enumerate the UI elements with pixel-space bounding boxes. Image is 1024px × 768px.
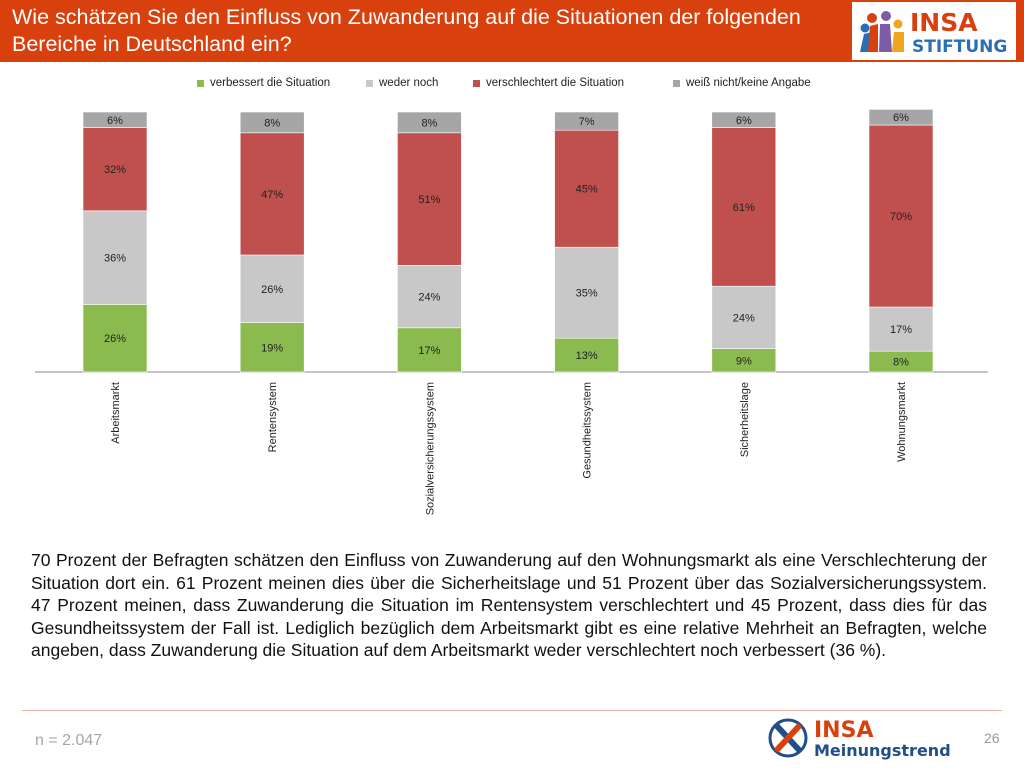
legend-item-verschlechtert: verschlechtert die Situation xyxy=(473,74,624,92)
data-label-verschlechtert: 61% xyxy=(733,202,755,214)
bar-segment-weder xyxy=(711,285,777,349)
category-label: Arbeitsmarkt xyxy=(110,382,122,444)
data-label-verbessert: 19% xyxy=(261,342,283,354)
bar-segment-verbessert xyxy=(397,327,462,373)
data-label-verschlechtert: 32% xyxy=(104,164,126,176)
insa-footer-logo-text: INSA xyxy=(814,718,873,743)
bar-segment-weiss-nicht xyxy=(554,111,619,131)
category-label: Sicherheitslage xyxy=(739,382,751,457)
data-label-verbessert: 13% xyxy=(576,350,598,362)
data-label-weiss-nicht: 6% xyxy=(893,112,909,124)
bar-segment-verschlechtert xyxy=(868,124,934,308)
bar-segment-weder xyxy=(239,254,305,323)
bar-segment-verschlechtert xyxy=(82,127,148,212)
legend-item-verbessert: verbessert die Situation xyxy=(197,74,330,92)
category-label: Sozialversicherungssystem xyxy=(424,382,436,515)
data-label-weiss-nicht: 6% xyxy=(107,115,123,127)
bar-segment-verbessert xyxy=(554,337,619,373)
bar-segment-verschlechtert xyxy=(239,132,305,256)
bar-segment-weiss-nicht xyxy=(868,109,934,126)
insa-meinungstrend-logo-graphic: INSA Meinungstrend xyxy=(768,718,951,760)
page-title: Wie schätzen Sie den Einfluss von Zuwand… xyxy=(12,5,801,56)
legend-swatch-weiss-nicht xyxy=(673,79,680,87)
sample-size: n = 2.047 xyxy=(35,732,103,749)
page-number: 26 xyxy=(984,730,1000,746)
legend-label-verbessert: verbessert die Situation xyxy=(210,77,331,89)
footer-divider xyxy=(22,710,1002,711)
data-label-weiss-nicht: 8% xyxy=(264,117,280,129)
legend-swatch-weder xyxy=(366,79,373,87)
stiftung-logo-text: STIFTUNG xyxy=(912,37,1007,57)
data-label-weiss-nicht: 6% xyxy=(736,115,752,127)
bar-segment-weder xyxy=(868,306,934,352)
bar-segment-verbessert xyxy=(239,322,305,373)
stacked-bar-chart: 26% 36% 32% 6% Arbeitsmarkt 19% 26% 47% 8% Renten… xyxy=(35,109,988,515)
data-label-weder: 17% xyxy=(890,324,912,336)
data-label-weder: 35% xyxy=(576,288,598,300)
legend-label-verschlechtert: verschlechtert die Situation xyxy=(486,77,625,89)
data-label-verbessert: 17% xyxy=(418,345,440,357)
legend-label-weiss-nicht: weiß nicht/keine Angabe xyxy=(686,77,811,89)
data-label-verbessert: 26% xyxy=(104,333,126,345)
legend-label-weder: weder noch xyxy=(379,77,439,89)
bar-segment-weiss-nicht xyxy=(239,111,305,134)
bar-segment-verschlechtert xyxy=(397,132,462,266)
bar-segment-weder xyxy=(397,265,462,329)
meinungstrend-logo-text: Meinungstrend xyxy=(814,741,951,760)
data-label-verschlechtert: 70% xyxy=(890,211,912,223)
data-label-verbessert: 8% xyxy=(893,357,909,369)
data-label-verbessert: 9% xyxy=(736,355,752,367)
category-label: Rentensystem xyxy=(267,382,279,452)
bar-segment-weder xyxy=(82,210,148,305)
bar-segment-weiss-nicht xyxy=(82,111,148,128)
legend-swatch-verbessert xyxy=(197,79,204,87)
bar-segment-weder xyxy=(554,246,619,339)
data-label-verschlechtert: 45% xyxy=(576,184,598,196)
data-label-verschlechtert: 51% xyxy=(418,194,440,206)
insa-stiftung-logo-graphic: INSA STIFTUNG xyxy=(860,8,1007,57)
category-label: Gesundheitssystem xyxy=(582,382,594,479)
chart-legend: verbessert die Situation weder noch vers… xyxy=(0,74,1024,92)
insa-logo-text: INSA xyxy=(910,8,978,37)
bar-segment-weiss-nicht xyxy=(711,111,777,128)
data-label-verschlechtert: 47% xyxy=(261,189,283,201)
data-label-weder: 26% xyxy=(261,284,283,296)
insa-stiftung-logo: INSA STIFTUNG xyxy=(852,2,1016,60)
data-label-weiss-nicht: 7% xyxy=(579,116,595,128)
summary-text: 70 Prozent der Befragten schätzen den Ei… xyxy=(31,550,987,660)
data-label-weder: 36% xyxy=(104,253,126,265)
legend-swatch-verschlechtert xyxy=(473,79,480,87)
legend-item-weiss-nicht: weiß nicht/keine Angabe xyxy=(673,74,811,92)
legend-item-weder: weder noch xyxy=(366,74,438,92)
insa-meinungstrend-logo: INSA Meinungstrend xyxy=(766,713,966,763)
bar-segment-verschlechtert xyxy=(554,129,619,248)
category-label: Wohnungsmarkt xyxy=(896,382,908,462)
bar-segment-weiss-nicht xyxy=(397,111,462,134)
data-label-weder: 24% xyxy=(733,312,755,324)
data-label-weder: 24% xyxy=(418,292,440,304)
data-label-weiss-nicht: 8% xyxy=(421,117,437,129)
bar-segment-verschlechtert xyxy=(711,127,777,287)
